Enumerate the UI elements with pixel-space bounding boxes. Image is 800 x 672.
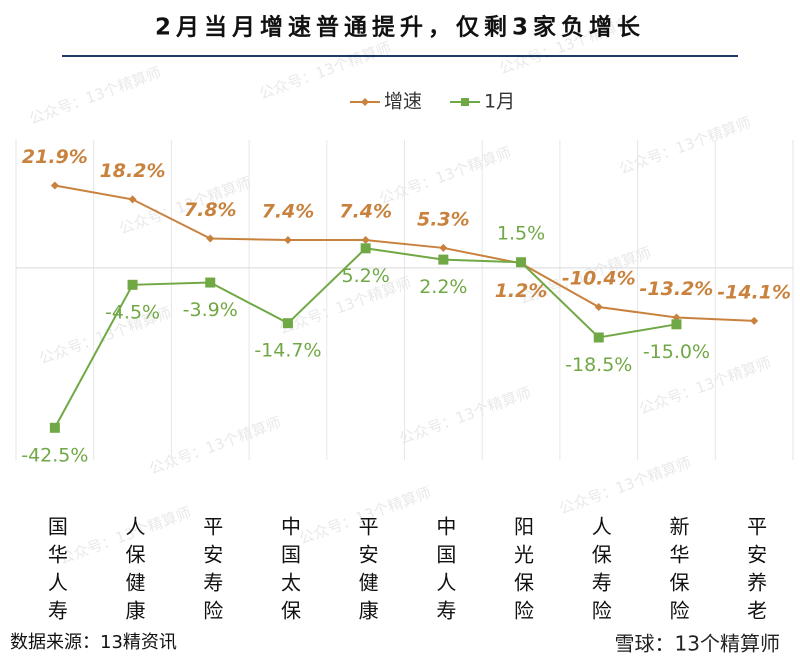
x-tick-label: 中国人寿 [433,516,457,628]
x-tick-label: 阳光保险 [511,516,535,628]
x-tick-label: 人保健康 [122,516,146,628]
data-label: 2.2% [419,276,467,298]
point [50,181,59,190]
data-label: 5.3% [417,208,470,230]
source: 数据来源：13精资讯 [10,632,177,653]
watermark: 公众号：13个精算师 [147,414,284,478]
watermark: 公众号：13个精算师 [257,39,394,103]
point [206,234,215,243]
point [438,254,449,265]
point [282,318,293,329]
x-tick-label: 中国太保 [277,516,301,628]
legend-marker [461,98,469,106]
data-label: -15.0% [643,341,710,363]
data-label: 7.8% [184,199,237,221]
data-label: 5.2% [342,265,390,287]
x-tick-label: 平安寿险 [200,516,224,628]
data-label: -14.1% [717,281,791,303]
watermark: 公众号：13个精算师 [377,144,514,208]
point [593,332,604,343]
x-tick-label: 国华人寿 [44,516,68,628]
legend-label: 1月 [484,91,515,113]
legend-marker [361,98,369,106]
series-line [54,184,755,322]
data-label: 18.2% [100,160,166,182]
watermark: 公众号：13个精算师 [27,64,164,128]
point [127,279,138,290]
chart-title: 2月当月增速普通提升，仅剩3家负增长 [155,14,645,41]
point [594,303,603,312]
legend-label: 增速 [384,91,422,113]
x-tick-label: 人保寿险 [588,516,612,628]
point [671,319,682,330]
data-label: 7.4% [339,201,392,223]
data-label: -3.9% [183,299,238,321]
point [205,277,216,288]
point [361,236,370,245]
x-tick-label: 新华保险 [666,516,690,628]
point [283,236,292,245]
data-label: 7.4% [262,201,315,223]
point [439,243,448,252]
data-label: 1.2% [495,280,548,302]
point [128,195,137,204]
x-tick-label: 平安健康 [355,516,379,628]
point [49,422,60,433]
data-label: -42.5% [21,444,88,466]
watermark: 公众号：13个精算师 [557,454,694,518]
data-label: -18.5% [565,354,632,376]
point [750,316,759,325]
data-label: 21.9% [22,146,88,168]
watermark: 公众号：13个精算师 [397,384,534,448]
data-label: -4.5% [105,301,160,323]
data-label: 1.5% [497,223,545,245]
data-label: -10.4% [562,268,636,290]
point [360,243,371,254]
footer: 雪球：13个精算师 [615,632,780,656]
x-tick-label: 平安养老 [744,516,768,628]
data-label: -13.2% [640,278,714,300]
watermark: 公众号：13个精算师 [637,354,774,418]
point [516,257,527,268]
data-label: -14.7% [254,340,321,362]
